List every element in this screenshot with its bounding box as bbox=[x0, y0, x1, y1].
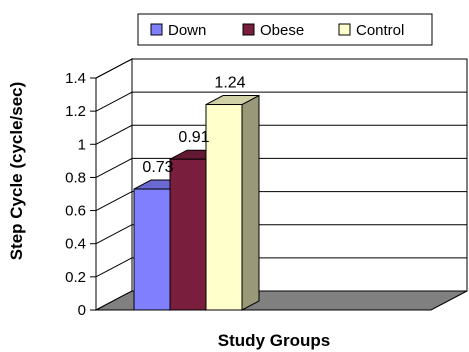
data-label: 0.91 bbox=[178, 129, 209, 146]
data-label: 0.73 bbox=[142, 159, 173, 176]
bar-front bbox=[205, 104, 243, 311]
legend-swatch bbox=[150, 23, 163, 36]
bar-front bbox=[169, 158, 207, 311]
bar-control bbox=[205, 94, 260, 311]
legend-label: Control bbox=[356, 22, 404, 39]
gridlines bbox=[95, 58, 467, 278]
y-axis-ticks: 0 0.2 0.4 0.6 0.8 1 1.2 1.4 bbox=[65, 70, 97, 319]
y-tick-label: 0.2 bbox=[65, 269, 86, 286]
gridline bbox=[95, 124, 467, 145]
y-axis-title: Step Cycle (cycle/sec) bbox=[7, 82, 26, 261]
data-label: 1.24 bbox=[214, 75, 245, 92]
legend-box bbox=[137, 13, 433, 46]
y-tick-label: 1 bbox=[78, 136, 86, 153]
data-labels: 0.73 0.91 1.24 bbox=[142, 75, 245, 177]
side-wall bbox=[95, 58, 133, 311]
gridline bbox=[95, 157, 467, 178]
x-axis-title: Study Groups bbox=[218, 331, 330, 350]
gridline bbox=[95, 191, 467, 212]
legend: Down Obese Control bbox=[137, 13, 433, 46]
bar-front bbox=[133, 188, 171, 311]
bars bbox=[133, 94, 260, 311]
legend-label: Down bbox=[168, 22, 206, 39]
legend-swatch bbox=[338, 23, 351, 36]
legend-label: Obese bbox=[260, 22, 304, 39]
bar-side bbox=[241, 94, 260, 311]
y-tick-label: 1.4 bbox=[65, 70, 86, 87]
gridline bbox=[95, 257, 467, 278]
y-tick-label: 0 bbox=[78, 302, 86, 319]
y-tick-label: 0.4 bbox=[65, 236, 86, 253]
gridline bbox=[95, 58, 467, 79]
y-tick-label: 1.2 bbox=[65, 103, 86, 120]
y-tick-label: 0.6 bbox=[65, 203, 86, 220]
gridline bbox=[95, 91, 467, 112]
y-tick-label: 0.8 bbox=[65, 169, 86, 186]
gridline bbox=[95, 224, 467, 245]
legend-swatch bbox=[242, 23, 255, 36]
